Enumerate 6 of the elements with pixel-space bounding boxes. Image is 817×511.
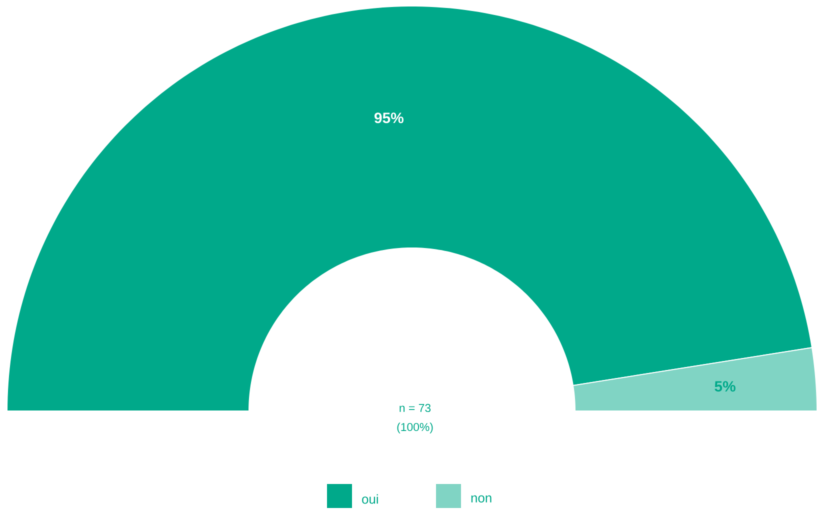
data-label: 95% (374, 112, 404, 124)
text: n = 73 (400, 404, 431, 412)
legend-label: non (471, 495, 492, 503)
legend-label: oui (362, 494, 378, 504)
text: (100%) (397, 422, 433, 434)
data-label: 5% (714, 381, 736, 392)
